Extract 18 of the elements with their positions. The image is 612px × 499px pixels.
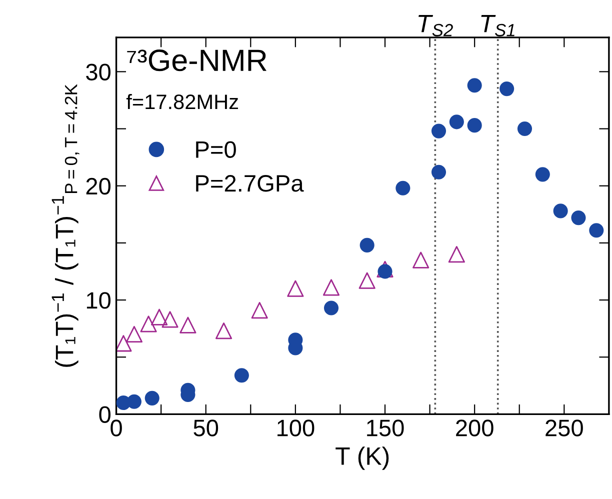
y-tick-label: 20 (86, 178, 110, 195)
y-tick-label: 10 (86, 292, 110, 309)
y-tick-label: 30 (86, 64, 110, 80)
x-tick-label: 50 (194, 420, 218, 436)
ref-line-label: T$_{S1}$ (481, 14, 514, 36)
y-tick-label: 0 (99, 406, 110, 423)
annotation: f=17.82MHz (126, 94, 238, 110)
x-tick-label: 250 (546, 420, 583, 436)
x-tick-label: 200 (456, 420, 494, 436)
y-axis-title: (T₁T)$^{−1}$ / (T₁T)$^{−1}$$_{P=0,T=4.2K}$ (52, 84, 80, 367)
annotation: ⁷³Ge-NMR (127, 50, 266, 72)
legend-label: P=0 (196, 141, 236, 158)
x-tick-label: 150 (367, 420, 404, 436)
legend-label: P=2.7GPa (196, 175, 304, 192)
x-tick-label: 0 (110, 420, 122, 436)
x-axis-title: T (K) (336, 446, 389, 470)
ref-line-label: T$_{S2}$ (418, 14, 453, 36)
x-tick-label: 100 (278, 420, 314, 436)
